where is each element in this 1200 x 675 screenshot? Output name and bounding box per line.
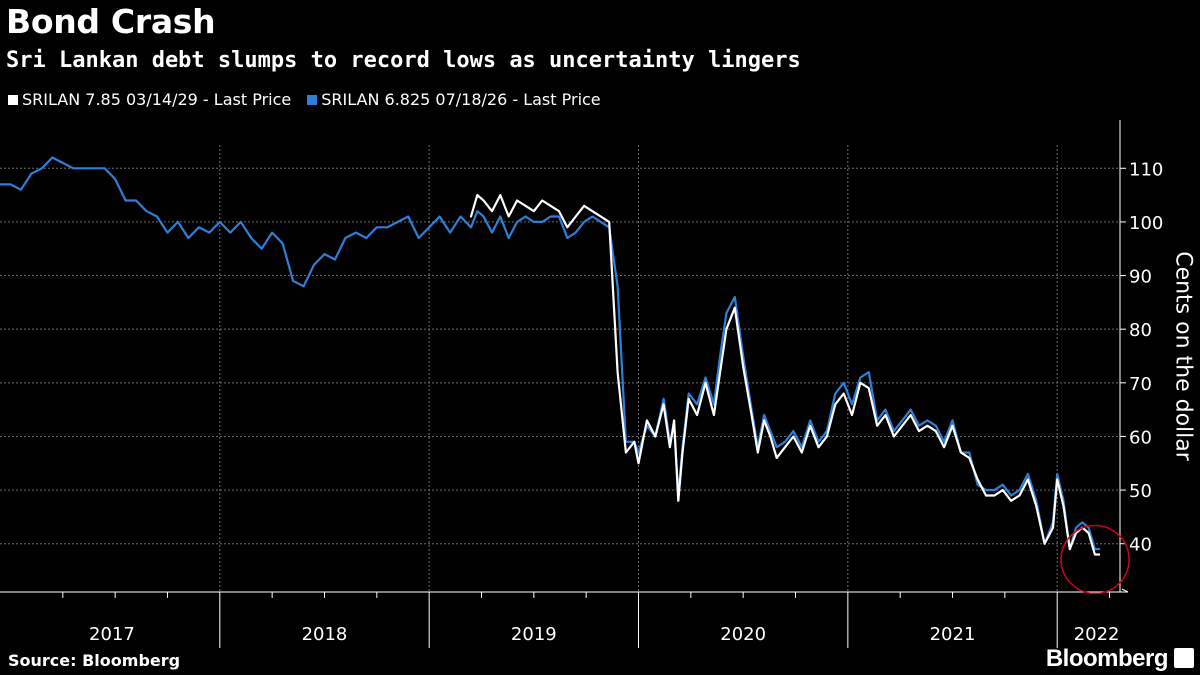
annotations	[1060, 524, 1130, 595]
y-tick-label-50: 50	[1129, 481, 1152, 502]
y-tick-label-70: 70	[1129, 374, 1152, 395]
legend-item-white: SRILAN 7.85 03/14/29 - Last Price	[8, 90, 291, 109]
x-tick-label-2021: 2021	[930, 624, 976, 645]
y-tick-label-80: 80	[1129, 320, 1152, 341]
source-note: Source: Bloomberg	[8, 651, 181, 670]
y-tick-label-40: 40	[1129, 535, 1152, 556]
brand-mark-icon	[1174, 648, 1194, 668]
y-tick-label-100: 100	[1129, 213, 1163, 234]
axes: 40 50 60 70 80 90 100 110 2017 2018 2019 2020 2021 20…	[0, 120, 1163, 648]
record-low-circle	[1060, 524, 1130, 595]
legend-swatch-white	[8, 94, 18, 105]
legend: SRILAN 7.85 03/14/29 - Last Price SRILAN…	[8, 90, 601, 109]
x-tick-label-2018: 2018	[302, 624, 348, 645]
series-line-blue	[0, 156, 1101, 551]
y-tick-label-60: 60	[1129, 427, 1152, 448]
grid-lines	[0, 145, 1120, 592]
legend-label-white: SRILAN 7.85 03/14/29 - Last Price	[22, 90, 292, 109]
x-tick-label-2019: 2019	[511, 624, 557, 645]
x-tick-label-2022: 2022	[1074, 624, 1120, 645]
y-tick-label-90: 90	[1129, 267, 1152, 288]
legend-label-blue: SRILAN 6.825 07/18/26 - Last Price	[321, 90, 601, 109]
brand-logo-text: Bloomberg	[1045, 645, 1169, 672]
x-tick-label-2017: 2017	[89, 624, 135, 645]
chart-subtitle: Sri Lankan debt slumps to record lows as…	[6, 48, 801, 73]
series-lines	[0, 156, 1101, 556]
x-axis-end-mark	[1121, 588, 1129, 593]
chart-title: Bond Crash	[6, 2, 216, 41]
y-axis-label: Cents on the dollar	[1170, 251, 1196, 461]
y-tick-label-110: 110	[1129, 159, 1163, 180]
legend-item-blue: SRILAN 6.825 07/18/26 - Last Price	[307, 90, 601, 109]
series-line-white	[469, 194, 1101, 556]
x-tick-label-2020: 2020	[720, 624, 766, 645]
legend-swatch-blue	[307, 94, 318, 105]
